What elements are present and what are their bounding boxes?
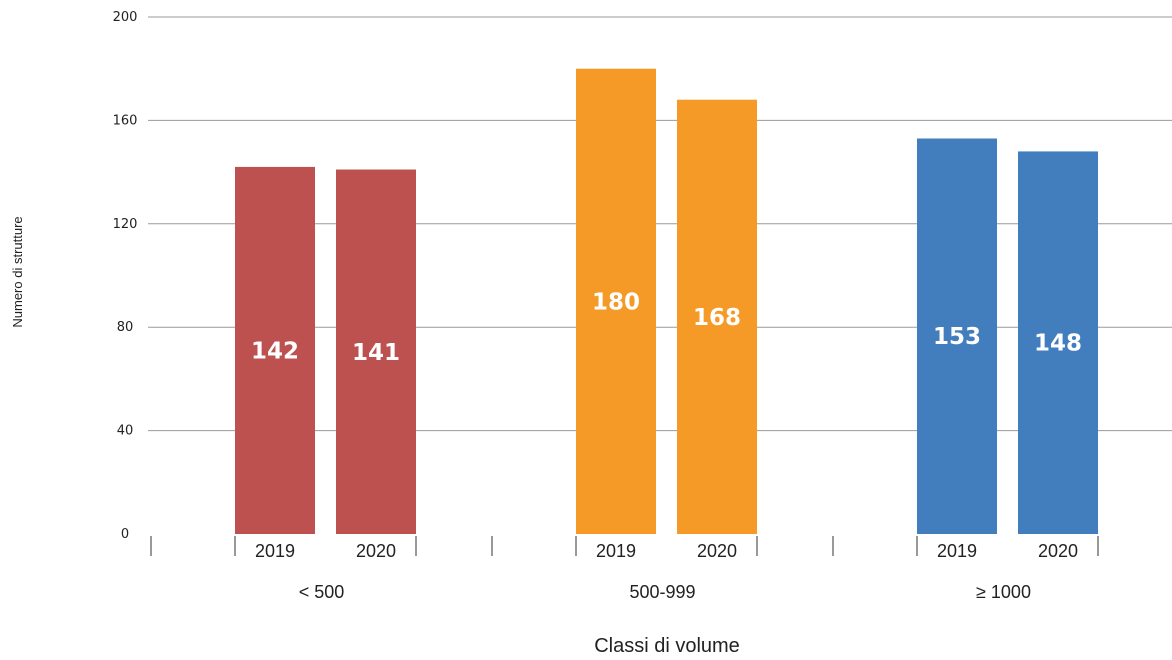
y-tick-label: 0 [121, 527, 129, 542]
y-axis-ticks: 0 40 80 120 160 200 [113, 10, 138, 542]
bar-value-label: 153 [933, 324, 981, 350]
x-tick-label-year: 2020 [1038, 541, 1078, 561]
x-tick-label-category: ≥ 1000 [976, 582, 1031, 602]
x-tick-label-year: 2019 [255, 541, 295, 561]
bar [1018, 151, 1098, 535]
x-axis: 2019 2020 < 500 2019 2020 500-999 2019 2020 ≥ 10… [150, 536, 1099, 602]
x-tick-label-year: 2020 [697, 541, 737, 561]
x-tick-label-year: 2020 [356, 541, 396, 561]
x-axis-label: Classi di volume [594, 635, 740, 657]
bar [677, 99, 757, 534]
bar-value-label: 142 [251, 338, 299, 364]
bar [576, 68, 656, 534]
x-tick-label-category: < 500 [299, 582, 345, 602]
bar [336, 169, 416, 534]
x-tick-label-year: 2019 [937, 541, 977, 561]
x-tick-label-year: 2019 [596, 541, 636, 561]
bar-value-label: 148 [1034, 331, 1082, 357]
y-tick-label: 160 [113, 113, 138, 128]
bar-value-label: 180 [592, 289, 640, 315]
bar [235, 166, 315, 534]
bar-value-label: 168 [693, 305, 741, 331]
y-axis-label: Numero di strutture [10, 216, 25, 327]
bar-value-label: 141 [352, 340, 400, 366]
y-tick-label: 80 [117, 320, 134, 335]
x-tick-label-category: 500-999 [629, 582, 695, 602]
y-tick-label: 120 [113, 217, 138, 232]
grid-lines [148, 16, 1172, 432]
y-tick-label: 40 [117, 424, 134, 439]
bars: 142 141 180 168 153 148 [235, 68, 1098, 535]
y-tick-label: 200 [113, 10, 138, 25]
bar [917, 138, 997, 534]
